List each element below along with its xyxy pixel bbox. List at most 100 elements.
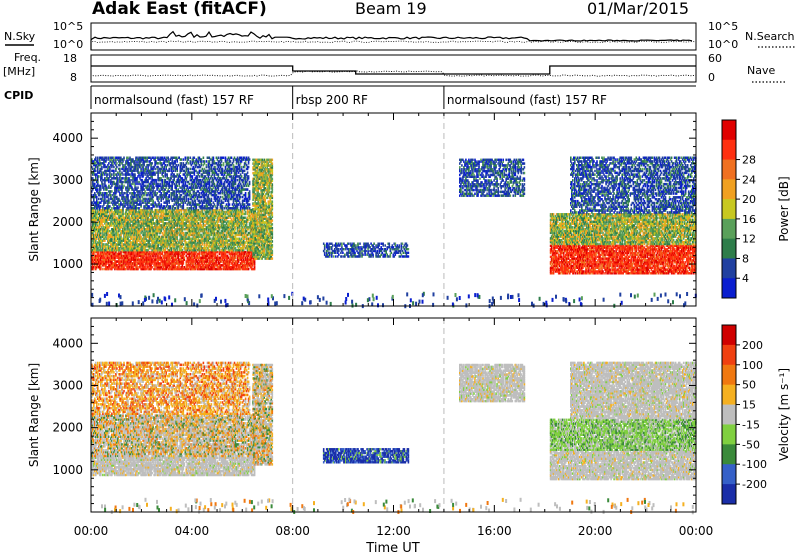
data-cell xyxy=(112,229,114,233)
data-cell xyxy=(202,252,205,256)
data-cell xyxy=(110,216,112,219)
data-cell xyxy=(222,262,225,265)
data-cell xyxy=(100,233,102,237)
data-cell xyxy=(141,260,143,263)
data-cell xyxy=(206,258,209,261)
data-cell xyxy=(188,250,191,254)
data-cell xyxy=(115,256,117,259)
data-cell xyxy=(94,224,96,227)
data-cell xyxy=(97,258,99,261)
data-cell xyxy=(246,260,249,263)
data-cell xyxy=(250,252,253,256)
data-cell xyxy=(202,266,205,269)
data-cell xyxy=(129,266,131,269)
data-cell xyxy=(118,267,120,271)
data-cell xyxy=(186,267,189,271)
data-cell xyxy=(96,216,98,219)
data-cell xyxy=(105,224,107,227)
data-cell xyxy=(251,264,254,267)
data-cell xyxy=(92,250,94,254)
data-cell xyxy=(140,260,142,263)
data-cell xyxy=(129,258,131,261)
data-cell xyxy=(190,256,193,259)
data-cell xyxy=(113,228,115,231)
data-cell xyxy=(148,262,150,265)
data-cell xyxy=(159,252,161,256)
data-cell xyxy=(185,250,188,254)
data-cell xyxy=(201,258,204,261)
data-cell xyxy=(215,267,218,271)
data-cell xyxy=(252,267,255,271)
data-cell xyxy=(111,212,113,216)
data-cell xyxy=(167,262,169,265)
data-cell xyxy=(185,267,188,271)
data-cell xyxy=(240,256,243,259)
data-cell xyxy=(190,258,193,261)
data-cell xyxy=(245,252,248,256)
data-cell xyxy=(146,256,148,259)
data-cell xyxy=(129,252,131,256)
data-cell xyxy=(193,256,196,259)
data-cell xyxy=(179,267,182,271)
data-cell xyxy=(220,254,223,258)
data-cell xyxy=(167,250,169,254)
data-cell xyxy=(244,266,247,269)
data-cell xyxy=(111,229,113,233)
data-cell xyxy=(133,250,135,254)
data-cell xyxy=(111,254,113,258)
data-cell xyxy=(93,267,95,271)
data-cell xyxy=(109,233,111,237)
data-cell xyxy=(248,252,251,256)
data-cell xyxy=(108,229,110,233)
data-cell xyxy=(98,216,100,219)
data-cell xyxy=(249,256,252,259)
data-cell xyxy=(163,264,165,267)
data-cell xyxy=(118,266,120,269)
data-cell xyxy=(225,254,228,258)
data-cell xyxy=(186,264,189,267)
data-cell xyxy=(154,254,156,258)
data-cell xyxy=(108,218,110,221)
data-cell xyxy=(211,260,214,263)
data-cell xyxy=(222,264,225,267)
data-cell xyxy=(105,260,107,263)
data-cell xyxy=(174,252,176,256)
data-cell xyxy=(148,256,150,259)
data-cell xyxy=(158,252,160,256)
data-cell xyxy=(142,264,144,267)
data-cell xyxy=(118,260,120,263)
data-cell xyxy=(163,256,165,259)
data-cell xyxy=(99,267,101,271)
data-cell xyxy=(223,250,226,254)
data-cell xyxy=(97,228,99,231)
data-cell xyxy=(115,245,117,248)
data-cell xyxy=(156,254,158,258)
data-cell xyxy=(107,254,109,258)
data-cell xyxy=(99,214,101,218)
data-cell xyxy=(172,260,174,263)
data-cell xyxy=(166,252,168,256)
data-cell xyxy=(253,260,256,263)
data-cell xyxy=(110,248,112,252)
data-cell xyxy=(197,252,200,256)
data-cell xyxy=(210,266,213,269)
data-cell xyxy=(104,252,106,256)
data-cell xyxy=(206,266,209,269)
data-cell xyxy=(110,241,112,244)
data-cell xyxy=(229,258,232,261)
data-cell xyxy=(233,252,236,256)
data-cell xyxy=(189,267,192,271)
data-cell xyxy=(91,247,93,250)
data-cell xyxy=(107,267,109,271)
data-cell xyxy=(140,254,142,258)
data-cell xyxy=(107,247,109,250)
data-cell xyxy=(139,266,141,269)
data-cell xyxy=(242,266,245,269)
data-cell xyxy=(201,256,204,259)
data-cell xyxy=(159,266,161,269)
data-cell xyxy=(240,250,243,254)
data-cell xyxy=(228,258,231,261)
data-cell xyxy=(142,254,144,258)
data-cell xyxy=(221,250,224,254)
data-cell xyxy=(113,156,115,159)
